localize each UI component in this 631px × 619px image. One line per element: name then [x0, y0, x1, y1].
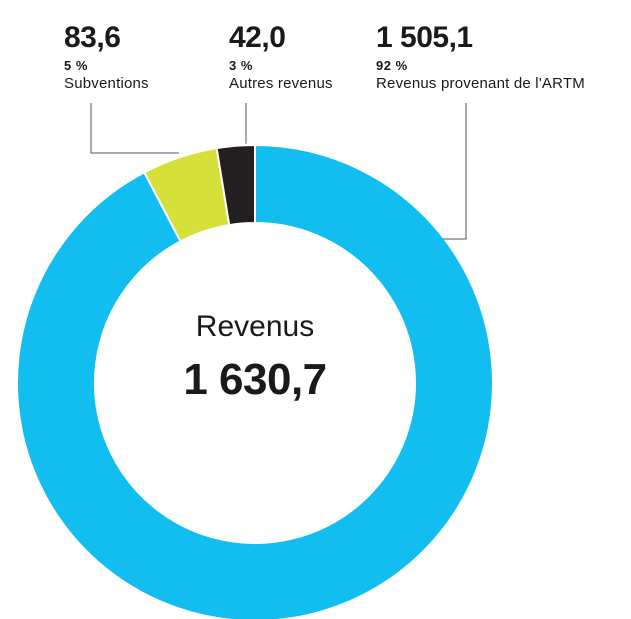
slice-artm — [16, 143, 494, 619]
callout-subventions: 83,6 5 % Subventions — [64, 22, 149, 93]
percent-artm: 92 % — [376, 58, 408, 73]
callout-artm: 1 505,1 92 % Revenus provenant de l'ARTM — [376, 22, 585, 93]
value-autres-revenus: 42,0 — [229, 21, 286, 54]
leader-line-subventions — [90, 103, 179, 154]
leader-line-artm — [443, 103, 467, 240]
chart-total: 1 630,7 — [183, 355, 327, 404]
label-autres-revenus: Autres revenus — [229, 75, 333, 92]
value-subventions: 83,6 — [64, 21, 121, 54]
percent-autres-revenus: 3 % — [229, 58, 253, 73]
label-subventions: Subventions — [64, 75, 149, 92]
callout-autres-revenus: 42,0 3 % Autres revenus — [229, 22, 333, 93]
chart-title: Revenus — [195, 310, 315, 343]
slice-autres-revenus — [215, 143, 256, 227]
percent-subventions: 5 % — [64, 58, 88, 73]
value-artm: 1 505,1 — [376, 21, 473, 54]
label-artm: Revenus provenant de l'ARTM — [376, 75, 585, 92]
